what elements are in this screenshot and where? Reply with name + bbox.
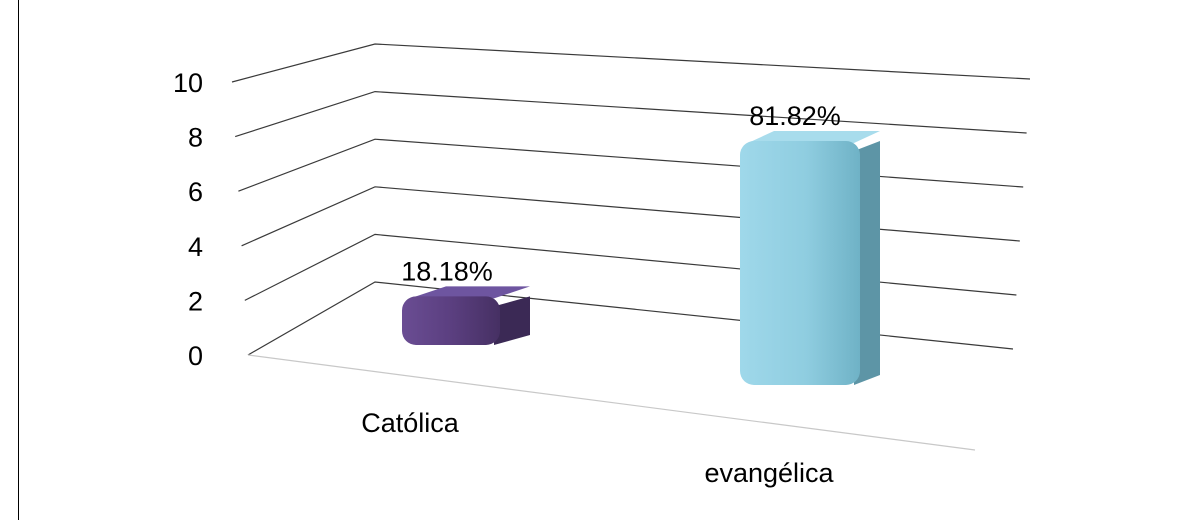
floor-edge (247, 354, 976, 451)
gridline-10 (231, 43, 1031, 83)
bar-1 (740, 131, 880, 385)
frame-left-border (18, 0, 19, 520)
chart-floor (247, 354, 976, 451)
category-label-0: Católica (361, 408, 460, 438)
x-axis: Católica evangélica (361, 408, 834, 488)
data-label-0: 18.18% (401, 256, 493, 286)
y-tick-label-10: 10 (173, 68, 203, 98)
bar-side-0 (494, 296, 530, 345)
gridline-6 (238, 138, 1024, 192)
y-tick-label-0: 0 (188, 341, 203, 371)
bar-front-1 (740, 141, 860, 385)
y-tick-label-4: 4 (188, 232, 203, 262)
y-tick-label-2: 2 (188, 286, 203, 316)
bar-0 (402, 286, 530, 345)
y-axis: 0 2 4 6 8 10 (173, 68, 203, 371)
y-tick-label-6: 6 (188, 177, 203, 207)
bar-front-0 (402, 296, 500, 345)
data-label-1: 81.82% (749, 101, 841, 131)
gridlines (231, 43, 1031, 356)
bar-side-1 (854, 141, 880, 385)
gridline-4 (241, 186, 1020, 247)
y-tick-label-8: 8 (188, 123, 203, 153)
gridline-0 (247, 281, 1014, 356)
data-labels: 18.18% 81.82% (401, 101, 841, 286)
bars (402, 131, 880, 385)
category-label-1: evangélica (704, 458, 834, 488)
gridline-8 (235, 90, 1027, 138)
bar-top-0 (410, 286, 530, 299)
bar-top-1 (748, 131, 880, 143)
